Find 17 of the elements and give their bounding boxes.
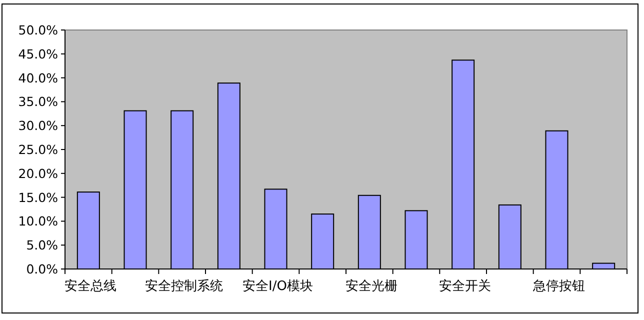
y-tick-label: 30.0% [18, 118, 58, 134]
x-tick-label: 安全I/O模块 [242, 278, 313, 294]
y-tick-label: 0.0% [26, 262, 58, 276]
x-tick-label: 急停按钮 [532, 279, 585, 294]
y-tick-label: 10.0% [18, 214, 58, 229]
y-tick-label: 50.0% [18, 22, 58, 38]
x-tick-label: 安全控制系统 [145, 278, 224, 294]
y-tick-label: 25.0% [18, 142, 58, 157]
y-tick-label: 45.0% [18, 46, 58, 62]
x-tick-label: 安全总线 [64, 278, 116, 294]
y-tick-label: 15.0% [18, 190, 58, 205]
y-tick-label: 40.0% [18, 70, 58, 86]
x-tick-label: 安全光栅 [345, 278, 398, 294]
y-tick-label: 5.0% [26, 238, 58, 253]
x-tick-label: 安全开关 [439, 278, 492, 294]
y-tick-label: 35.0% [18, 94, 58, 110]
y-tick-label: 20.0% [18, 166, 58, 181]
